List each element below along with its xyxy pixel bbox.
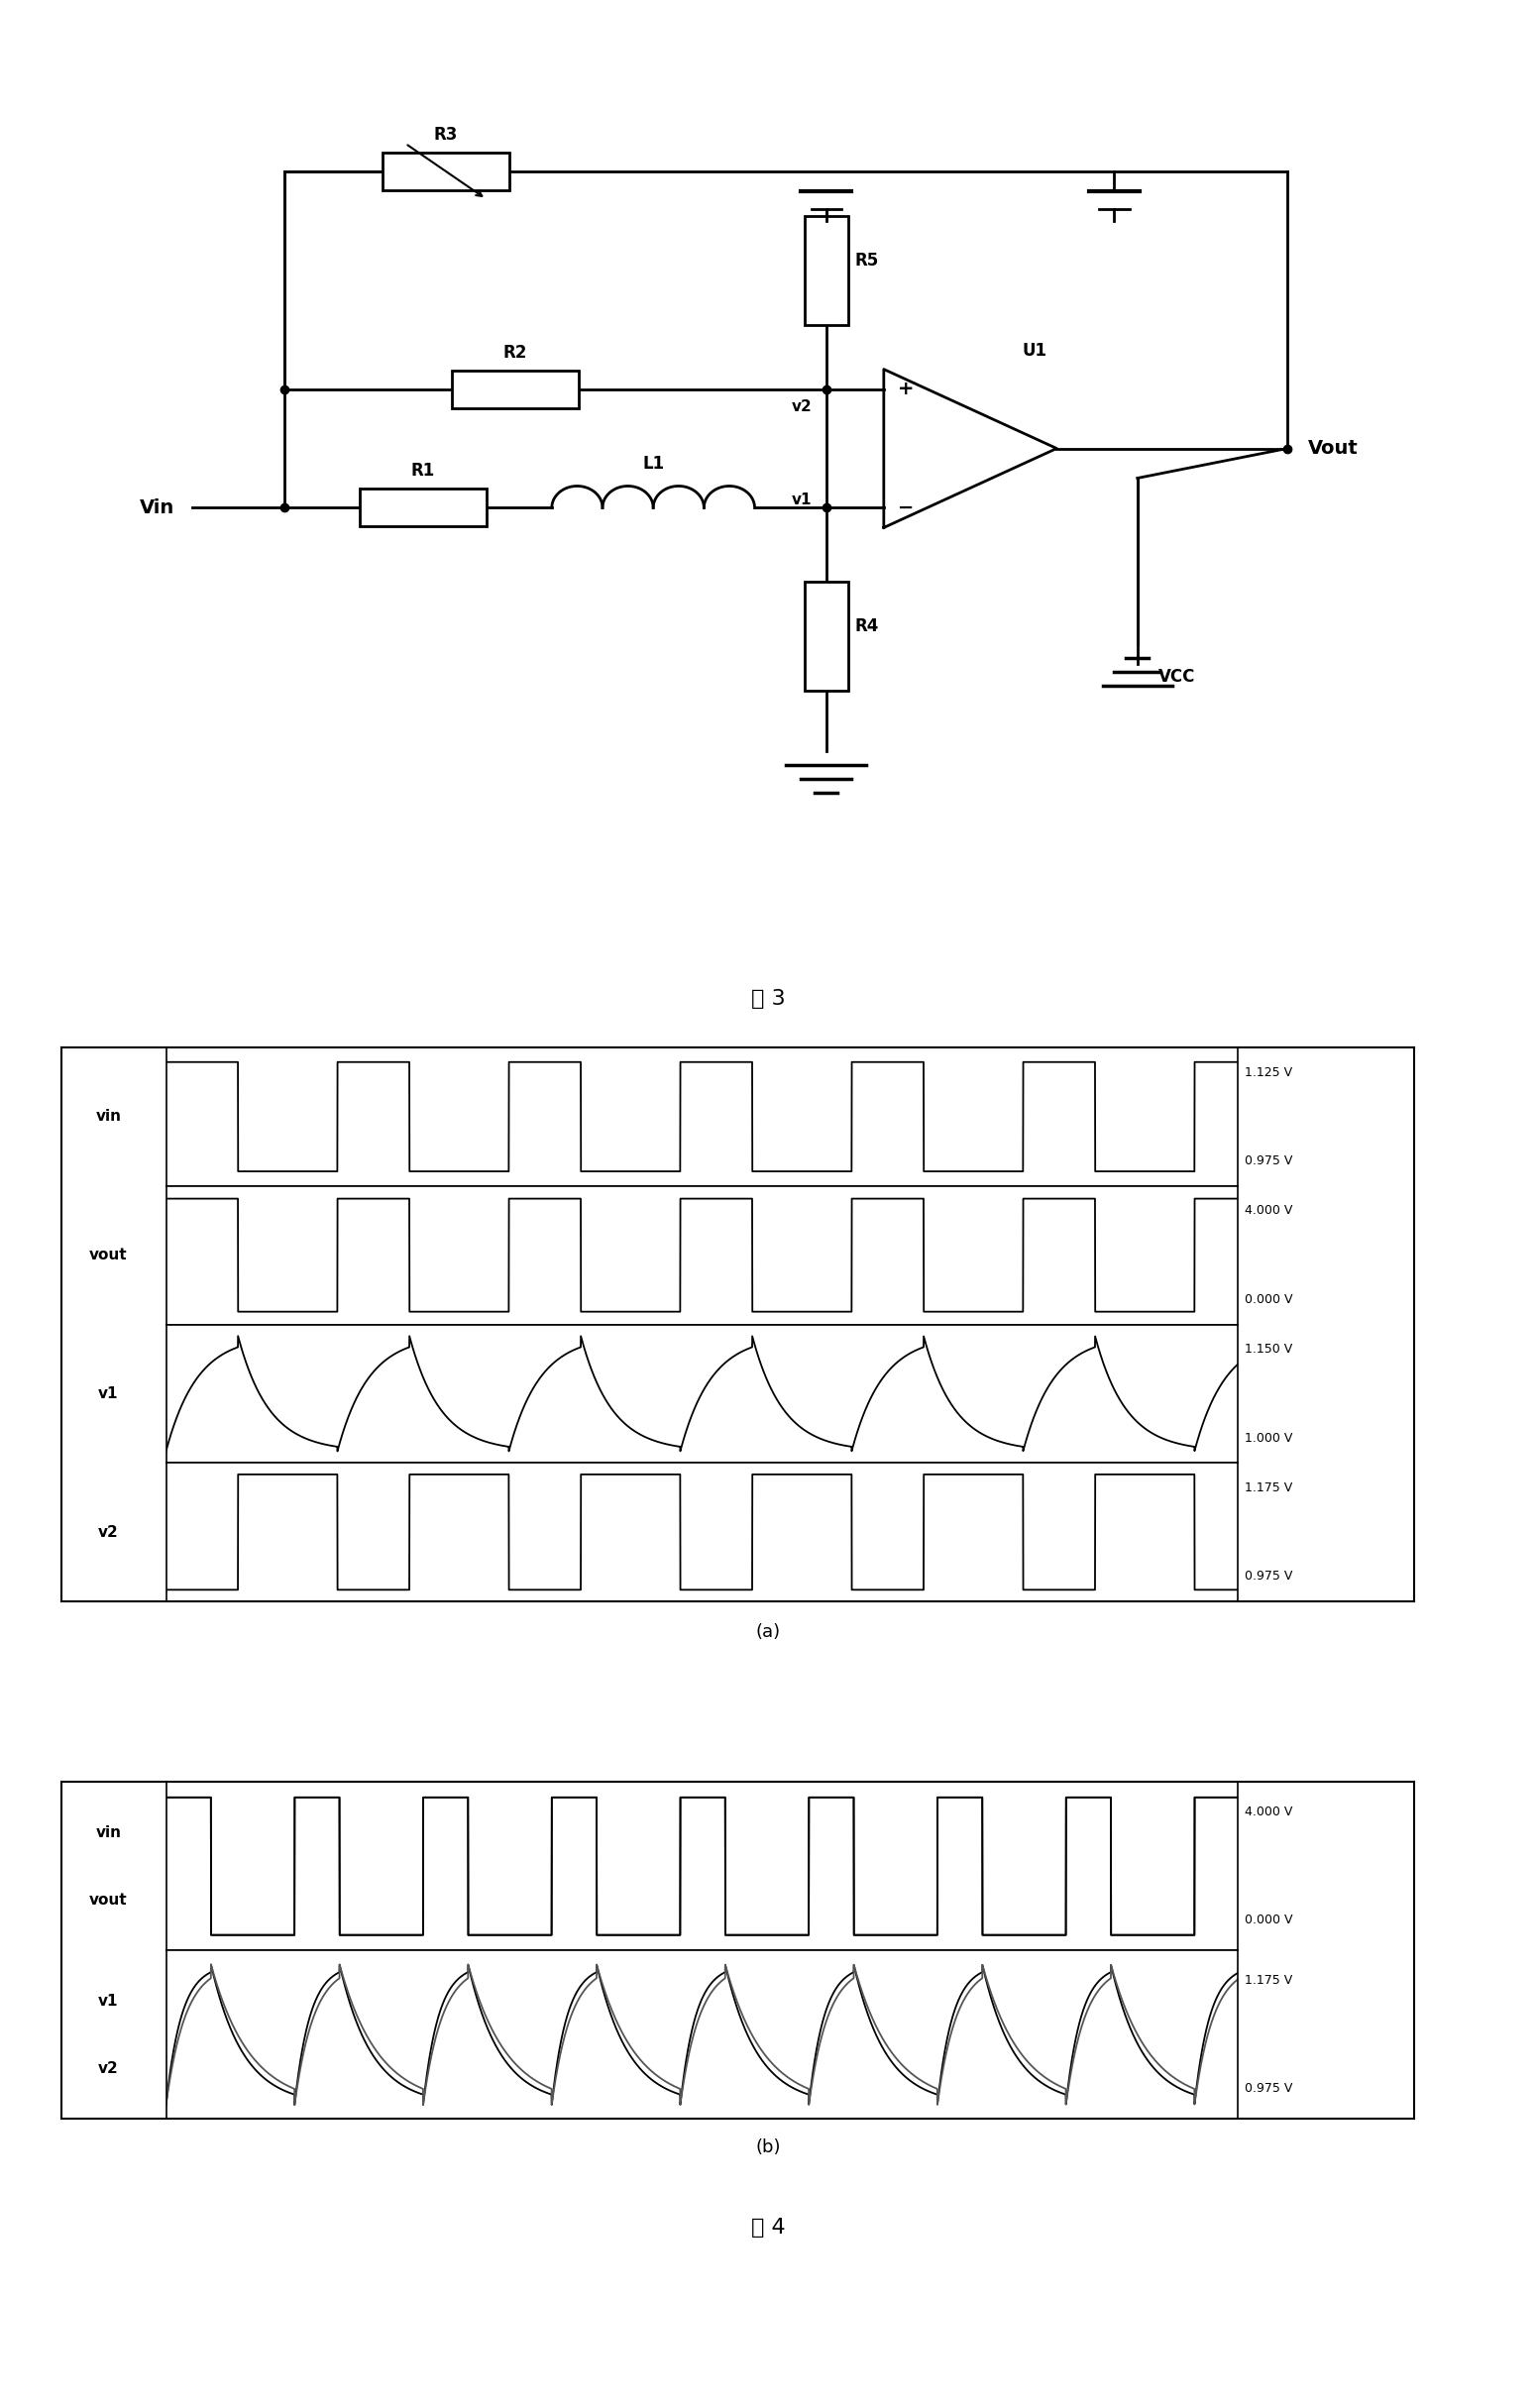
Text: vin: vin	[95, 1825, 121, 1840]
Bar	[360, 489, 486, 527]
Bar	[383, 152, 509, 190]
Bar	[804, 583, 848, 691]
Text: Vin: Vin	[140, 498, 175, 518]
Text: 1.000 V: 1.000 V	[1245, 1430, 1293, 1445]
Text: vout: vout	[89, 1893, 128, 1907]
Text: R1: R1	[410, 462, 435, 479]
Text: v1: v1	[98, 1994, 118, 2008]
Text: 1.175 V: 1.175 V	[1245, 1481, 1293, 1495]
Text: VCC: VCC	[1157, 667, 1196, 686]
Text: 1.175 V: 1.175 V	[1245, 1975, 1293, 1987]
Text: 1.125 V: 1.125 V	[1245, 1067, 1293, 1079]
Text: v1: v1	[98, 1387, 118, 1401]
Text: 0.000 V: 0.000 V	[1245, 1293, 1293, 1305]
Text: (b): (b)	[756, 2138, 781, 2155]
Text: L1: L1	[642, 455, 664, 474]
Text: vin: vin	[95, 1110, 121, 1125]
Text: R2: R2	[503, 344, 527, 361]
Text: 4.000 V: 4.000 V	[1245, 1806, 1293, 1818]
Text: 4.000 V: 4.000 V	[1245, 1204, 1293, 1218]
Text: (a): (a)	[756, 1623, 781, 1640]
Text: v2: v2	[98, 1524, 118, 1539]
Text: R5: R5	[855, 250, 879, 270]
Text: U1: U1	[1022, 342, 1047, 359]
Text: +: +	[898, 380, 915, 397]
Bar	[452, 371, 578, 407]
Text: 0.975 V: 0.975 V	[1245, 1153, 1293, 1168]
Text: 0.975 V: 0.975 V	[1245, 1570, 1293, 1582]
Text: −: −	[898, 498, 915, 518]
Text: 1.150 V: 1.150 V	[1245, 1344, 1293, 1356]
Text: v2: v2	[98, 2061, 118, 2076]
Text: 0.975 V: 0.975 V	[1245, 2083, 1293, 2095]
Text: R4: R4	[855, 619, 879, 636]
Text: 0.000 V: 0.000 V	[1245, 1914, 1293, 1926]
Text: vout: vout	[89, 1247, 128, 1262]
Bar	[804, 217, 848, 325]
Text: Vout: Vout	[1308, 438, 1359, 458]
Text: R3: R3	[433, 125, 458, 144]
Text: v2: v2	[792, 400, 813, 414]
Text: v1: v1	[792, 494, 813, 508]
Text: 图 3: 图 3	[752, 990, 785, 1009]
Text: 图 4: 图 4	[752, 2218, 785, 2237]
